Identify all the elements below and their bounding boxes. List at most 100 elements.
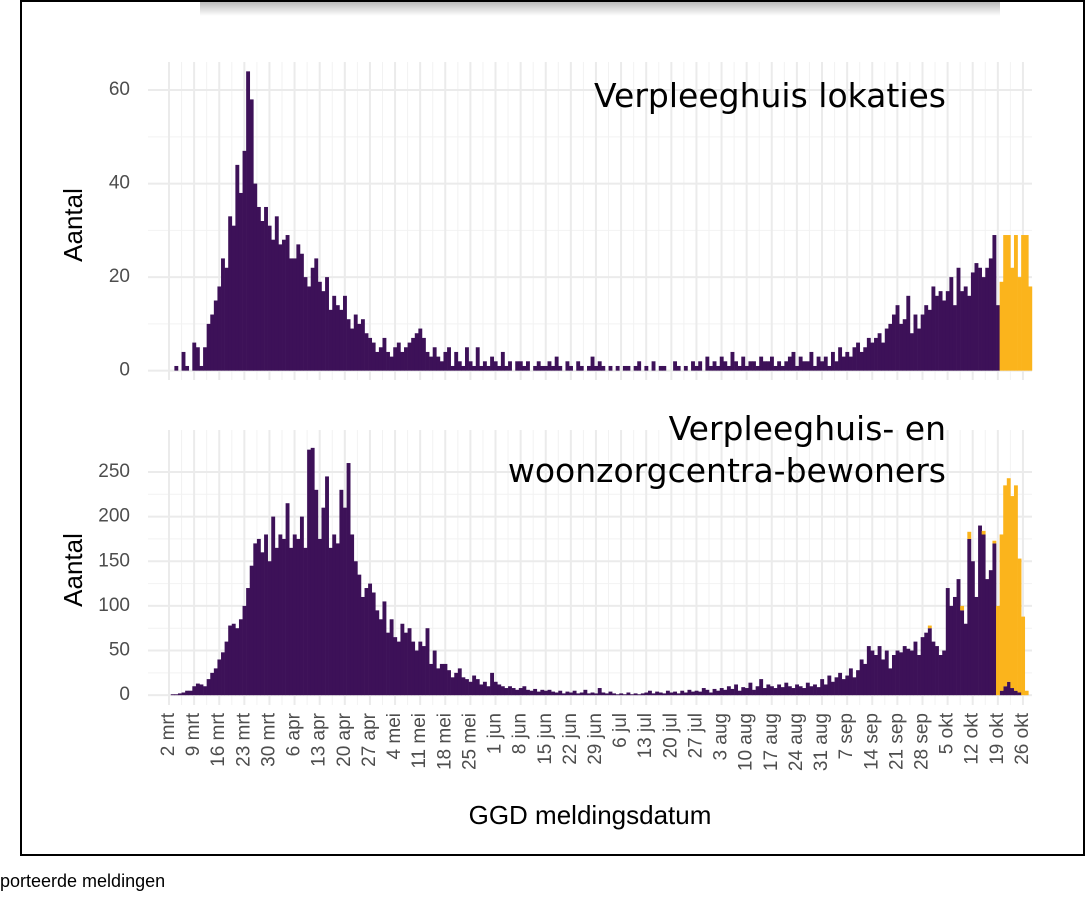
bar [630, 694, 634, 696]
bar [321, 507, 326, 696]
x-tick-label: 23 mrt [233, 712, 254, 767]
bar [895, 650, 900, 696]
bar [935, 295, 939, 371]
bar [960, 610, 965, 696]
bar [802, 688, 807, 696]
bar [310, 447, 315, 696]
bar [238, 192, 243, 371]
bar [716, 365, 721, 371]
bar [253, 183, 258, 371]
bar [877, 333, 882, 371]
bar [217, 659, 222, 696]
bar [310, 267, 315, 371]
bar [213, 668, 218, 696]
bar [246, 71, 251, 371]
bar [332, 295, 337, 371]
bar [949, 605, 954, 696]
bar [482, 681, 487, 696]
bar [382, 601, 387, 696]
bar [906, 648, 911, 696]
bar [371, 592, 376, 696]
bar [795, 684, 799, 696]
bar [734, 361, 738, 371]
bar [497, 684, 502, 696]
bar [644, 692, 649, 696]
bar [981, 277, 986, 371]
bar [418, 328, 423, 371]
bar [848, 668, 853, 696]
bar [1017, 277, 1022, 371]
bar [285, 235, 290, 371]
bar [303, 547, 308, 696]
bar [360, 319, 365, 371]
bar [1006, 478, 1011, 682]
bar [680, 690, 685, 696]
bar [859, 659, 864, 696]
bar [350, 328, 355, 371]
bar [264, 534, 268, 696]
bar [278, 534, 283, 696]
bar [447, 347, 451, 371]
bar [249, 565, 254, 696]
bar [411, 641, 416, 696]
bar [267, 561, 272, 696]
bar [651, 361, 656, 371]
x-tick-label: 20 apr [334, 712, 355, 767]
bar [658, 692, 663, 696]
bar [787, 356, 792, 371]
bar [339, 489, 344, 696]
bar [493, 681, 498, 696]
bar [325, 476, 329, 696]
bar [816, 356, 821, 371]
bar [759, 679, 764, 696]
bar [924, 632, 929, 696]
shadow [200, 2, 1000, 16]
bar [935, 646, 939, 696]
bar [443, 351, 448, 371]
bar [343, 295, 347, 371]
bar [260, 221, 265, 371]
bar [881, 659, 886, 696]
bar [644, 365, 649, 371]
x-tick-label: 29 jun [585, 713, 606, 765]
bar [996, 305, 1000, 371]
bar [723, 689, 728, 696]
bar [676, 693, 681, 696]
bar [299, 516, 304, 696]
bar [619, 693, 624, 696]
bar [386, 351, 390, 371]
bar [482, 361, 487, 371]
bar [780, 365, 785, 371]
x-tick-label: 30 mrt [258, 712, 279, 767]
bar [637, 361, 642, 371]
bar [938, 655, 943, 696]
bar [752, 689, 756, 696]
bar [633, 693, 638, 696]
bar [515, 361, 520, 371]
bar [856, 342, 860, 371]
bar [429, 663, 434, 696]
bar [486, 365, 491, 371]
bar [289, 547, 294, 696]
bar [615, 365, 620, 371]
bar [805, 682, 810, 696]
bar [282, 538, 286, 696]
bar [683, 692, 688, 696]
y-tick-label: 20 [109, 266, 130, 287]
bar [454, 672, 459, 696]
y-tick-label: 50 [109, 640, 130, 661]
bar [350, 534, 355, 696]
bar [730, 351, 735, 371]
bar [669, 692, 674, 696]
bar [206, 323, 211, 371]
bar [421, 646, 426, 696]
bar [590, 356, 595, 371]
bar [529, 690, 534, 696]
bar [565, 361, 570, 371]
y-tick-label: 60 [109, 79, 130, 100]
bar [486, 686, 491, 696]
bar [465, 679, 469, 696]
bar [945, 588, 950, 696]
bar [769, 686, 774, 696]
bar [515, 689, 520, 696]
